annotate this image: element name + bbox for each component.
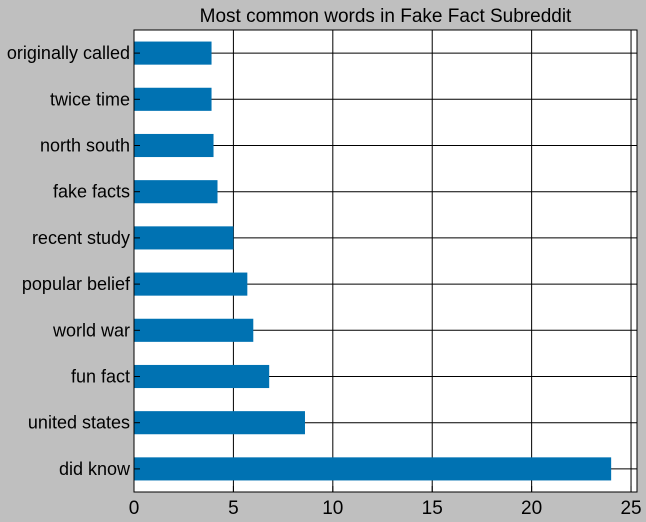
x-tick-label: 25 xyxy=(620,498,641,519)
bar xyxy=(134,41,212,65)
bar xyxy=(134,226,234,250)
bar xyxy=(134,364,270,389)
category-label: recent study xyxy=(32,228,130,248)
category-label: twice time xyxy=(50,89,130,109)
x-tick-label: 10 xyxy=(322,498,343,519)
x-tick-label: 15 xyxy=(422,498,443,519)
bar xyxy=(134,411,305,435)
category-label: originally called xyxy=(7,43,130,63)
chart-title: Most common words in Fake Fact Subreddit xyxy=(200,6,572,27)
bar xyxy=(134,318,254,342)
bar xyxy=(134,133,214,158)
category-label: united states xyxy=(28,413,130,433)
bar xyxy=(134,180,218,204)
x-axis: 0 5 10 15 20 25 xyxy=(129,486,642,519)
category-label: world war xyxy=(52,320,130,340)
y-axis: did know united states fun fact world war po… xyxy=(7,43,140,479)
x-tick-label: 5 xyxy=(228,498,239,519)
plot-frame xyxy=(133,29,638,493)
category-label: fake facts xyxy=(53,182,130,202)
category-label: north south xyxy=(40,136,130,156)
bar xyxy=(134,272,248,296)
category-label: fun fact xyxy=(71,367,130,387)
category-label: did know xyxy=(59,459,131,479)
bar xyxy=(134,87,212,111)
x-tick-label: 0 xyxy=(129,498,140,519)
x-tick-label: 20 xyxy=(521,498,542,519)
category-label: popular belief xyxy=(22,274,131,294)
bar xyxy=(134,457,612,481)
bars xyxy=(134,41,612,481)
